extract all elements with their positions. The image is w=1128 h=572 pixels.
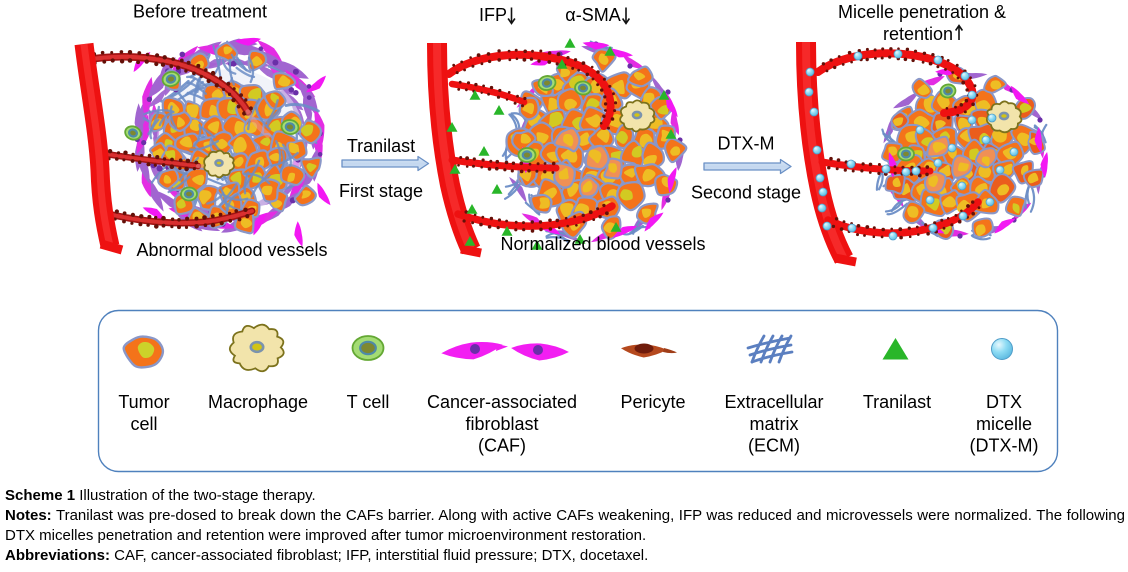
- svg-text:Extracellular: Extracellular: [724, 392, 823, 412]
- svg-text:DTX: DTX: [986, 392, 1022, 412]
- svg-text:Tumor: Tumor: [118, 392, 169, 412]
- svg-text:micelle: micelle: [976, 414, 1032, 434]
- svg-text:α-SMA: α-SMA: [565, 5, 620, 25]
- svg-text:Pericyte: Pericyte: [620, 392, 685, 412]
- svg-text:Micelle penetration &: Micelle penetration &: [838, 2, 1006, 22]
- svg-text:Before treatment: Before treatment: [133, 1, 267, 21]
- svg-text:cell: cell: [130, 414, 157, 434]
- svg-text:matrix: matrix: [750, 414, 799, 434]
- svg-text:fibroblast: fibroblast: [465, 414, 538, 434]
- svg-text:IFP: IFP: [479, 5, 507, 25]
- svg-text:First stage: First stage: [339, 181, 423, 201]
- svg-text:(CAF): (CAF): [478, 436, 526, 456]
- svg-text:Second stage: Second stage: [691, 183, 801, 203]
- svg-text:Abnormal blood vessels: Abnormal blood vessels: [136, 240, 327, 260]
- svg-text:(ECM): (ECM): [748, 436, 800, 456]
- svg-text:Normalized blood vessels: Normalized blood vessels: [500, 234, 705, 254]
- svg-text:retention: retention: [883, 24, 953, 44]
- svg-text:Cancer-associated: Cancer-associated: [427, 392, 577, 412]
- svg-text:T cell: T cell: [347, 392, 390, 412]
- svg-text:Tranilast: Tranilast: [347, 136, 415, 156]
- svg-text:Tranilast: Tranilast: [863, 392, 931, 412]
- svg-text:DTX-M: DTX-M: [718, 134, 775, 154]
- svg-text:(DTX-M): (DTX-M): [970, 436, 1039, 456]
- svg-text:Macrophage: Macrophage: [208, 392, 308, 412]
